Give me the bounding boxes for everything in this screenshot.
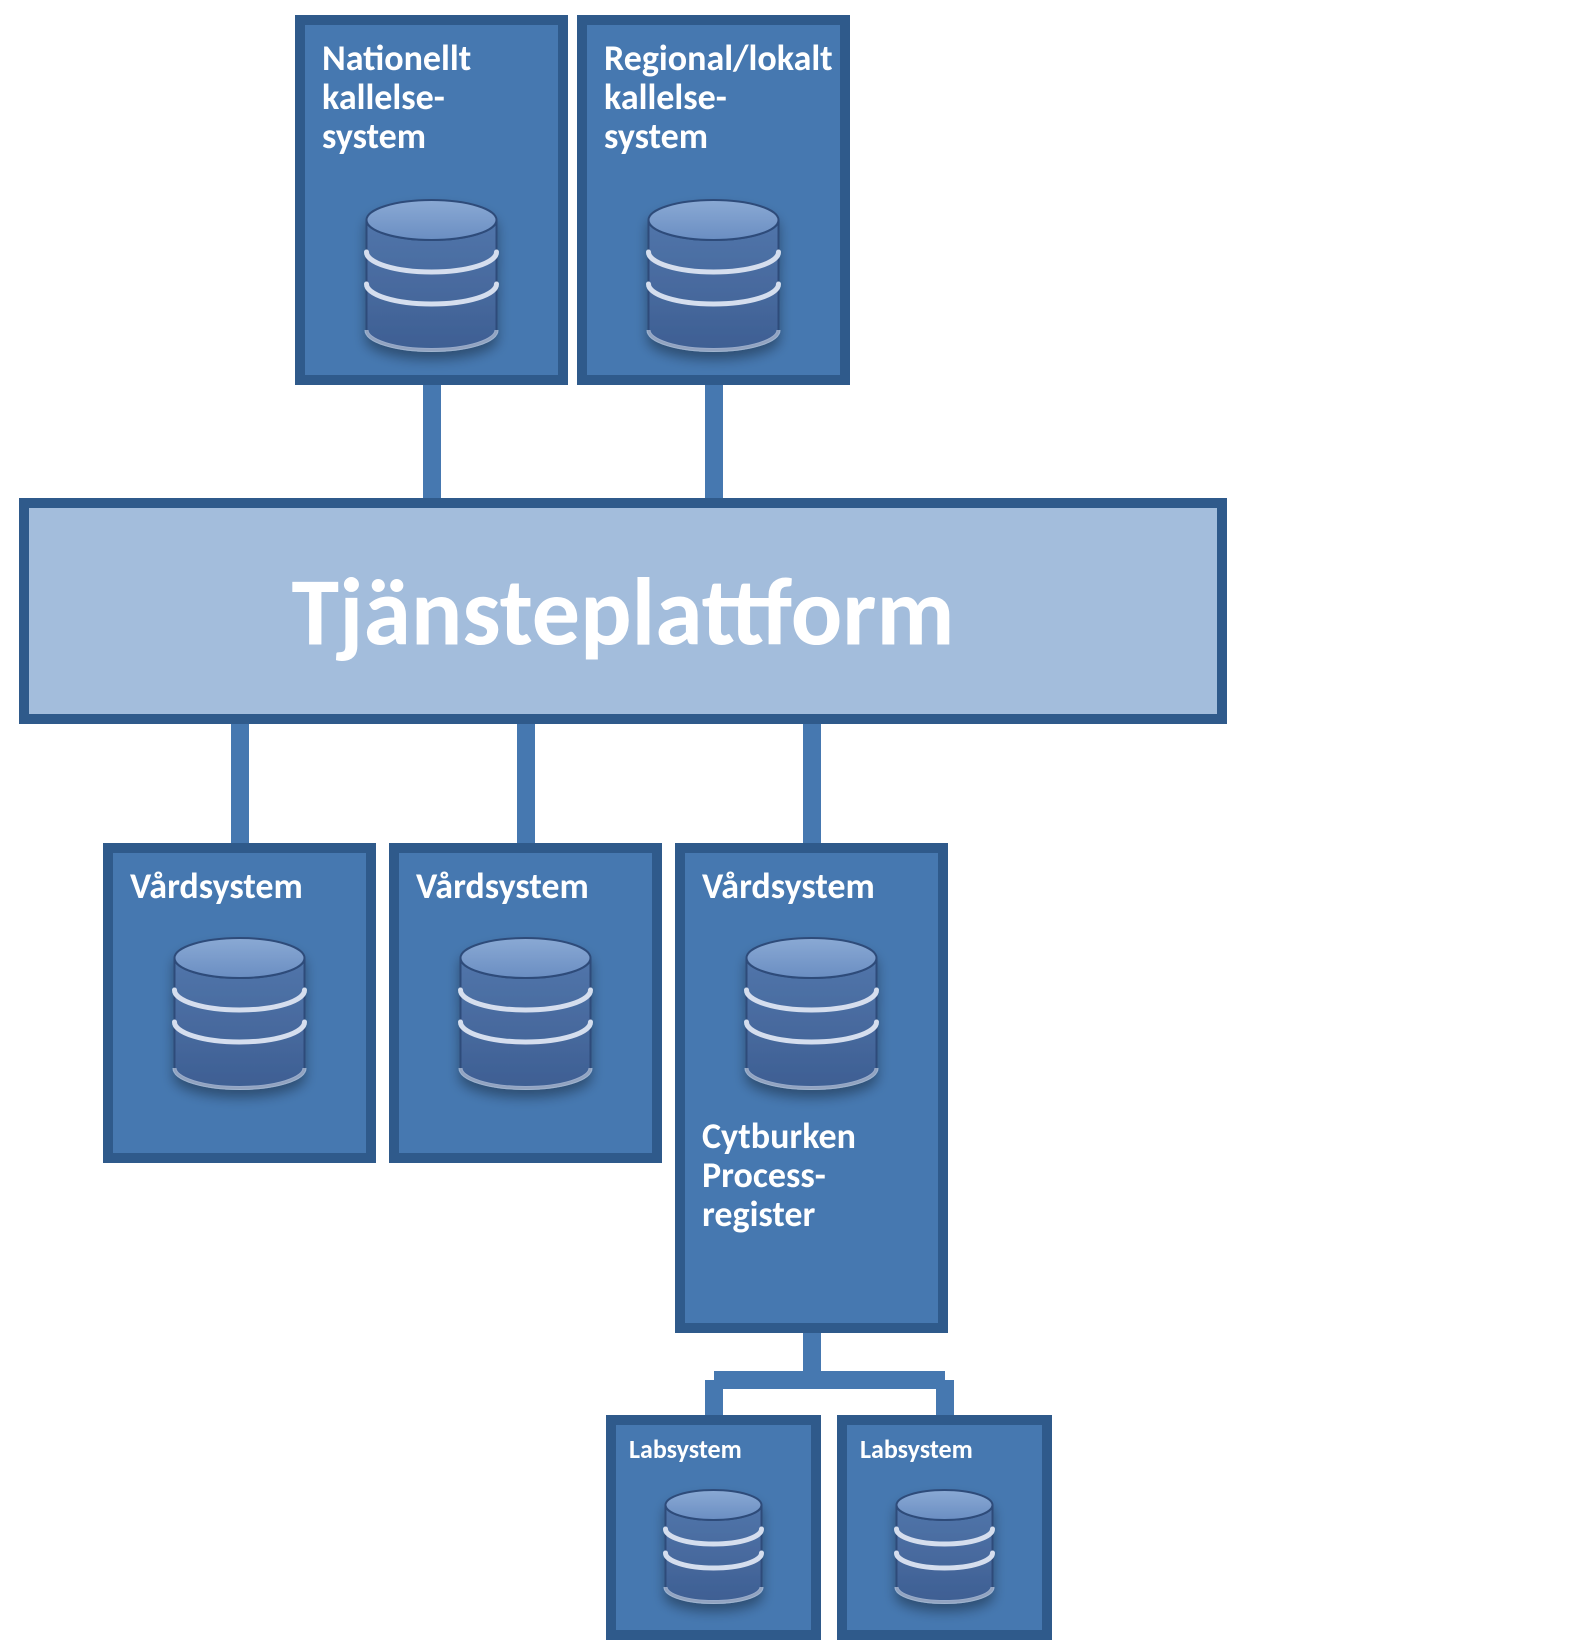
diagram-canvas: TjänsteplattformNationelltkallelse-syste… <box>0 0 1582 1650</box>
database-icon <box>461 938 591 1088</box>
database-icon <box>747 938 877 1088</box>
database-icon <box>666 1490 762 1602</box>
database-icon <box>175 938 305 1088</box>
platform-label: Tjänsteplattform <box>291 554 954 671</box>
database-icon <box>367 200 497 350</box>
node-vard1-label: Vårdsystem <box>130 864 303 908</box>
node-lab2-label: Labsystem <box>860 1433 973 1465</box>
node-vard3-label: Vårdsystem <box>702 864 875 908</box>
database-icon <box>649 200 779 350</box>
node-vard2-label: Vårdsystem <box>416 864 589 908</box>
database-icon <box>897 1490 993 1602</box>
node-lab1-label: Labsystem <box>629 1433 742 1465</box>
